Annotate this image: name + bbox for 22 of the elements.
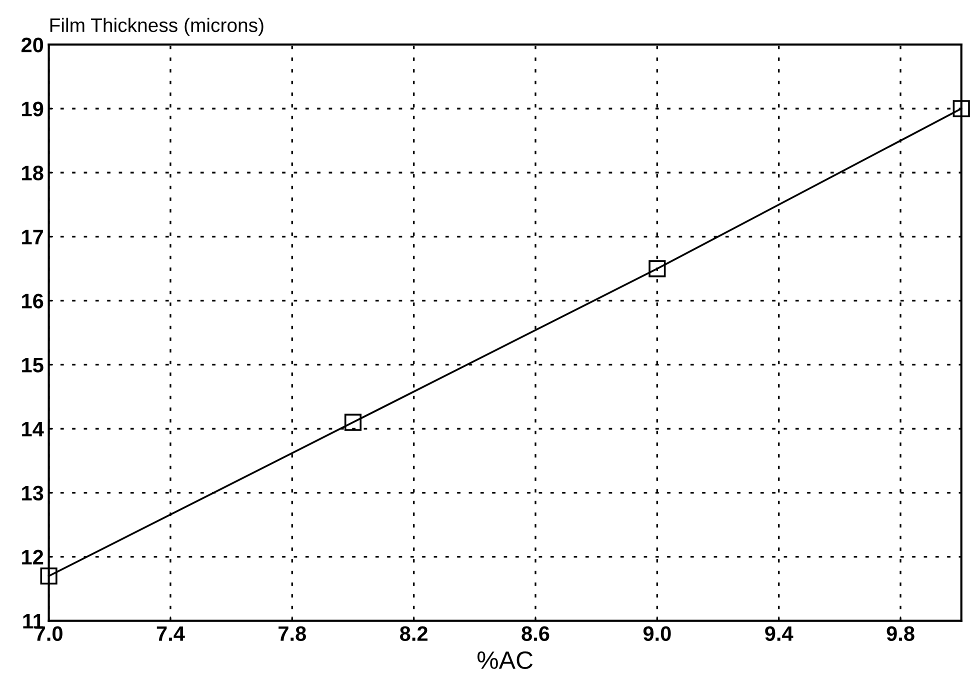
y-tick-label: 20 <box>21 38 44 52</box>
y-tick-label: 18 <box>22 166 44 180</box>
point <box>952 100 970 118</box>
y-tick-label: 15 <box>22 358 44 372</box>
x-tick-label: 9.8 <box>886 626 914 641</box>
y-tick-label: 19 <box>22 102 44 116</box>
y-tick-label: 13 <box>22 486 44 501</box>
x-tick-label: 7.4 <box>156 626 185 641</box>
x-tick-label: 7.8 <box>278 626 306 641</box>
x-axis-title: %AC <box>477 651 533 670</box>
x-tick-label: 9.0 <box>643 626 671 641</box>
x-tick-label: 8.6 <box>522 626 550 641</box>
point <box>40 567 58 585</box>
x-tick-label: 8.2 <box>400 626 428 641</box>
y-tick-label: 14 <box>22 422 44 436</box>
point <box>648 260 666 278</box>
y-tick-label: 16 <box>22 294 44 308</box>
y-axis-title: Film Thickness (microns) <box>50 18 264 36</box>
x-tick-label: 9.4 <box>765 626 794 641</box>
y-tick-label: 17 <box>22 230 44 244</box>
y-tick-label: 12 <box>22 550 44 564</box>
point <box>344 414 362 431</box>
